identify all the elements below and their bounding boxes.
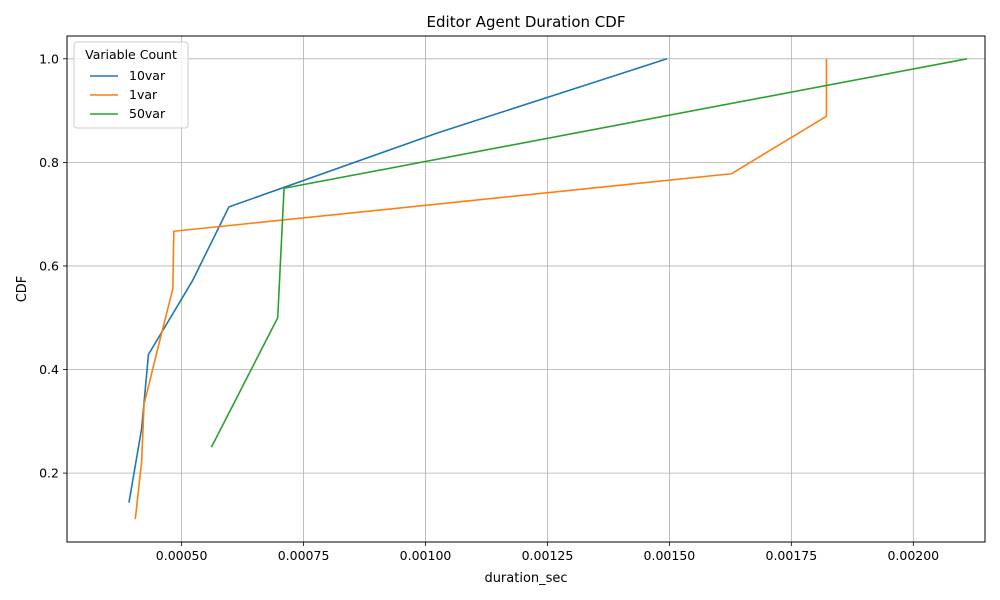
x-tick-label: 0.00125 <box>522 548 574 563</box>
legend-label-10var: 10var <box>129 68 166 83</box>
x-tick-label: 0.00150 <box>644 548 696 563</box>
legend-title: Variable Count <box>85 47 177 62</box>
legend: Variable Count 10var 1var 50var <box>73 41 189 129</box>
y-axis-label: CDF <box>15 276 30 303</box>
chart-title: Editor Agent Duration CDF <box>427 13 626 31</box>
y-axis-ticks: 0.2 0.4 0.6 0.8 1.0 <box>39 51 67 481</box>
plot-area-frame <box>66 35 986 543</box>
x-tick-label: 0.00200 <box>887 548 939 563</box>
y-tick-label: 0.2 <box>39 466 59 481</box>
series-line-50var <box>210 58 968 448</box>
series-lines <box>128 58 968 520</box>
y-tick-label: 0.6 <box>39 258 59 273</box>
legend-label-50var: 50var <box>129 106 166 121</box>
y-tick-label: 1.0 <box>39 51 59 66</box>
x-tick-label: 0.00175 <box>766 548 818 563</box>
x-axis-label: duration_sec <box>484 571 567 586</box>
legend-box <box>73 41 189 129</box>
grid-lines <box>67 36 985 542</box>
x-tick-label: 0.00050 <box>156 548 208 563</box>
x-tick-label: 0.00075 <box>278 548 330 563</box>
legend-label-1var: 1var <box>129 87 158 102</box>
x-axis-ticks: 0.00050 0.00075 0.00100 0.00125 0.00150 0.001… <box>156 542 939 563</box>
series-line-1var <box>134 58 828 520</box>
series-line-10var <box>128 58 668 503</box>
y-tick-label: 0.4 <box>39 362 59 377</box>
x-tick-label: 0.00100 <box>400 548 452 563</box>
y-tick-label: 0.8 <box>39 155 59 170</box>
